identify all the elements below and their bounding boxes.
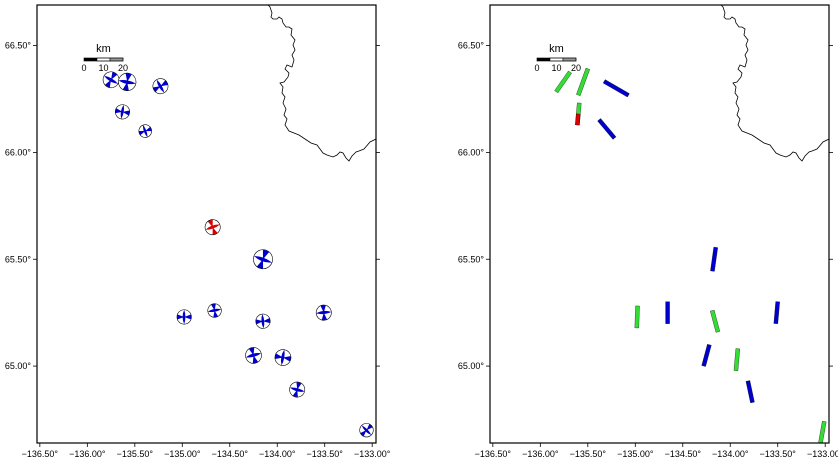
x-tick-label: −134.00° [712, 449, 749, 459]
y-tick-label: 66.50° [5, 41, 32, 51]
map-frame [36, 4, 377, 444]
scale-bar-tick-label: 20 [118, 63, 128, 73]
fault-plane-segment [576, 67, 590, 96]
fault-plane-segment [575, 102, 582, 126]
scale-bar: km 0 10 20 [534, 43, 581, 73]
map-frame [489, 4, 830, 444]
fault-plane-segment [701, 344, 712, 367]
fault-plane-segment [597, 118, 617, 140]
focal-mechanism-beachball [245, 347, 262, 364]
scale-bar: km 0 10 20 [81, 43, 128, 73]
focal-mechanism-beachball [359, 423, 374, 438]
y-tick-label: 66.00° [5, 147, 32, 157]
y-tick-label: 65.50° [458, 254, 485, 264]
x-tick-label: −136.50° [22, 449, 59, 459]
x-tick-label: −136.00° [69, 449, 106, 459]
fault-plane-segment [602, 79, 630, 98]
fault-plane-segment [554, 70, 572, 94]
x-tick-label: −133.50° [307, 449, 344, 459]
scale-bar-tick-label: 0 [81, 63, 86, 73]
focal-mechanism-beachball [255, 313, 271, 329]
x-tick-label: −134.00° [259, 449, 296, 459]
scale-bar-tick-label: 10 [551, 63, 561, 73]
scale-bar-tick-label: 10 [98, 63, 108, 73]
y-tick-label: 66.50° [458, 41, 485, 51]
fault-plane-segment [773, 301, 780, 324]
focal-mechanism-beachball [118, 72, 137, 92]
fault-plane-segment [818, 420, 827, 443]
scale-bar-tick-label: 0 [534, 63, 539, 73]
fault-plane-segment [733, 348, 741, 371]
scale-bar-tick-label: 20 [571, 63, 581, 73]
fault-plane-map: −136.50° −136.00° −135.50° −135.00° −134.50°… [458, 4, 838, 459]
fault-plane-segment [745, 380, 755, 404]
fault-plane-segment [710, 246, 718, 272]
x-tick-label: −136.00° [522, 449, 559, 459]
focal-mechanism-beachball [207, 303, 222, 318]
x-tick-label: −135.00° [164, 449, 201, 459]
focal-mechanism-beachball [315, 304, 332, 321]
y-tick-label: 66.00° [458, 147, 485, 157]
x-tick-label: −133.50° [760, 449, 797, 459]
y-tick-label: 65.50° [5, 254, 32, 264]
x-tick-label: −136.50° [475, 449, 512, 459]
x-tick-label: −134.50° [212, 449, 249, 459]
coastline [720, 5, 829, 162]
y-tick-label: 65.00° [458, 361, 485, 371]
focal-mechanism-beachball [176, 309, 192, 325]
x-tick-label: −133.00° [807, 449, 838, 459]
focal-mechanism-beachball [102, 71, 120, 89]
focal-mechanism-beachball [152, 78, 169, 95]
fault-plane-segment [710, 309, 721, 333]
focal-mechanism-beachball [204, 219, 221, 236]
scale-bar-unit: km [96, 43, 111, 55]
focal-mechanism-beachball [274, 349, 292, 366]
x-tick-label: −135.50° [117, 449, 154, 459]
focal-mechanism-beachball [253, 249, 273, 270]
fault-plane-segment [665, 301, 670, 324]
x-tick-label: −133.00° [354, 449, 391, 459]
focal-mechanism-beachball [138, 124, 152, 138]
scale-bar-unit: km [549, 43, 564, 55]
focal-mechanism-beachball [114, 104, 130, 120]
focal-mechanism-map: −136.50° −136.00° −135.50° −135.00° −134.50°… [5, 4, 391, 459]
coastline [267, 5, 376, 162]
fault-plane-segment [634, 305, 640, 329]
y-tick-label: 65.00° [5, 361, 32, 371]
focal-mechanism-beachball [289, 381, 306, 398]
x-tick-label: −134.50° [665, 449, 702, 459]
x-tick-label: −135.00° [617, 449, 654, 459]
x-tick-label: −135.50° [570, 449, 607, 459]
